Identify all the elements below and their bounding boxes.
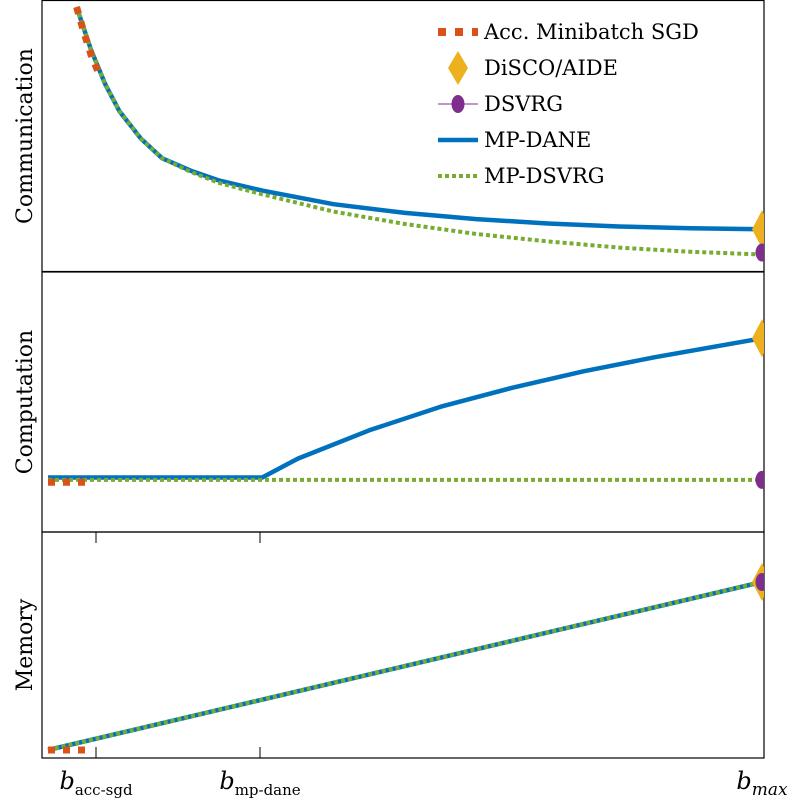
computation-mp-dane-line: [48, 336, 763, 480]
x-tick-label-main: b: [219, 767, 234, 795]
memory-dsvrg-point-0: [755, 573, 764, 591]
legend-entry-dsvrg-swatch: [451, 95, 465, 113]
x-tick-label-mp-dane: bmp-dane: [219, 767, 300, 799]
ylabel-computation: Computation: [13, 330, 38, 474]
legend-entry-mp-dane: MP-DANE: [438, 128, 591, 152]
x-tick-label-sub: max: [752, 780, 788, 800]
x-tick-label-main: b: [59, 767, 74, 795]
legend-entry-mp-dane-label: MP-DANE: [484, 128, 591, 152]
communication-dsvrg-point-0: [755, 243, 764, 262]
panel-memory: Memory: [13, 531, 765, 759]
legend: Acc. Minibatch SGD DiSCO/AIDE DSVRG MP-DANE…: [438, 20, 699, 188]
computation-dsvrg-point-0: [755, 470, 764, 489]
panel-memory-frame: [41, 531, 765, 759]
legend-entry-disco-aide-label: DiSCO/AIDE: [484, 56, 618, 80]
memory-mp-dsvrg-line: [47, 580, 763, 752]
ylabel-memory: Memory: [13, 598, 38, 691]
communication-disco-aide-point-0: [752, 210, 764, 249]
legend-entry-acc-minibatch-sgd: Acc. Minibatch SGD: [438, 20, 699, 44]
legend-entry-disco-aide: DiSCO/AIDE: [448, 51, 618, 85]
legend-entry-dsvrg: DSVRG: [438, 92, 563, 116]
panel-computation: Computation: [13, 271, 765, 533]
x-tick-label-main: b: [736, 767, 751, 795]
ylabel-communication: Communication: [13, 48, 38, 224]
legend-entry-disco-aide-swatch: [448, 51, 468, 85]
communication-mp-dane-line: [74, 6, 763, 232]
x-tick-label-sub: acc-sgd: [75, 781, 133, 799]
legend-entry-acc-minibatch-sgd-label: Acc. Minibatch SGD: [483, 20, 699, 44]
legend-entry-mp-dsvrg-label: MP-DSVRG: [484, 164, 605, 188]
communication-mp-dsvrg-line: [74, 6, 763, 257]
x-tick-label-acc-sgd: bacc-sgd: [59, 767, 132, 799]
x-tick-label-max: bmax: [736, 767, 788, 800]
panel-computation-frame: [41, 271, 765, 533]
computation-disco-aide-point-0: [752, 319, 764, 358]
legend-entry-dsvrg-label: DSVRG: [484, 92, 563, 116]
legend-entry-mp-dsvrg: MP-DSVRG: [438, 164, 605, 188]
x-axis: bacc-sgd bmp-dane bmax: [59, 532, 788, 800]
x-tick-label-sub: mp-dane: [235, 781, 301, 799]
